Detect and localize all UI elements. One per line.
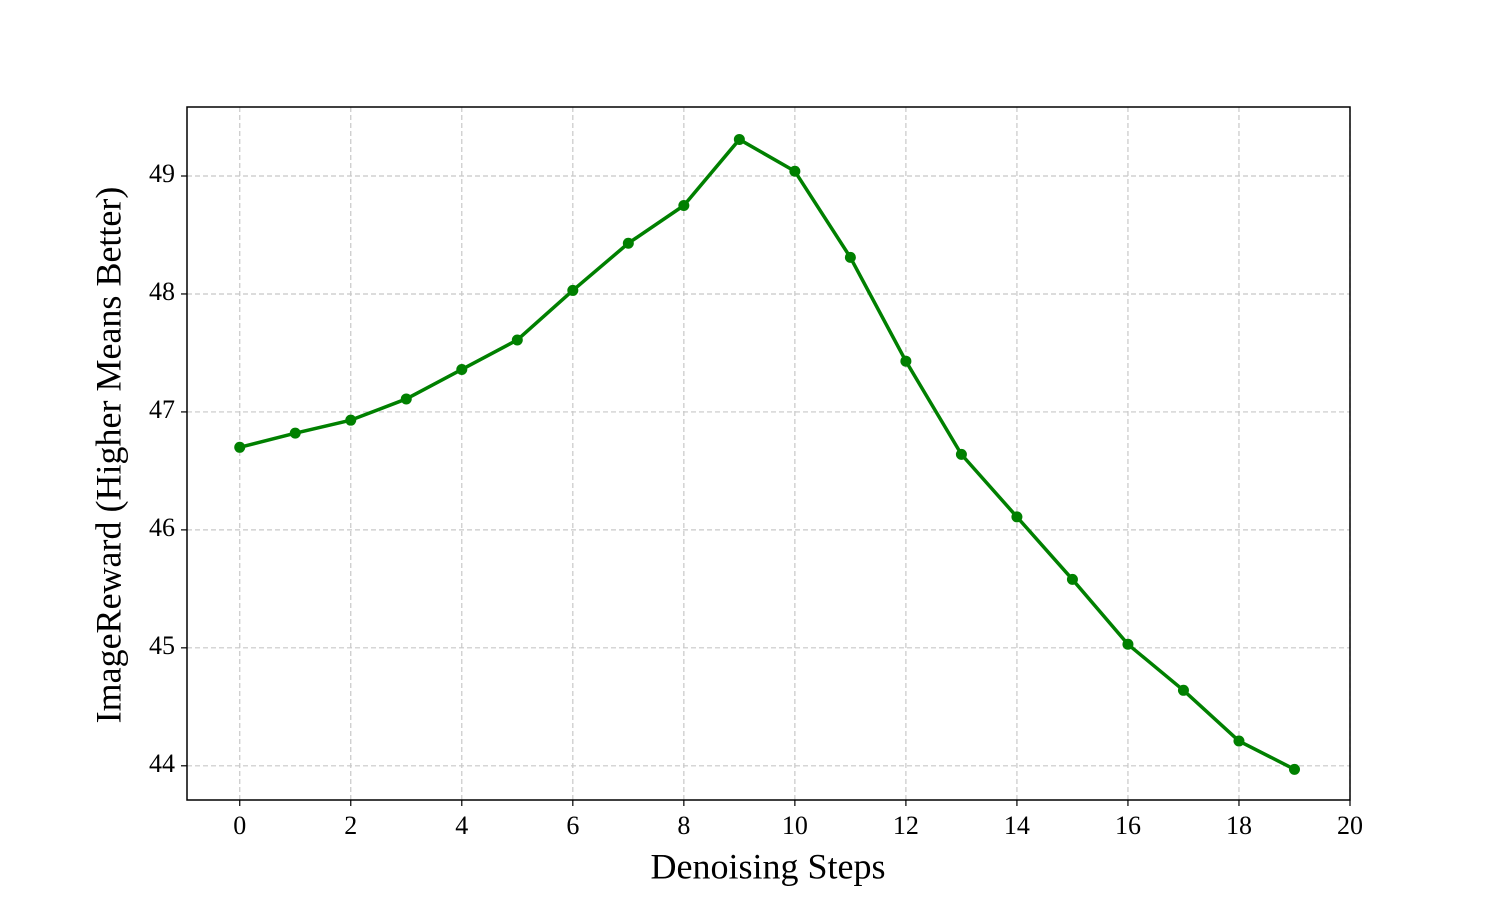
- x-tick-label: 16: [1115, 811, 1141, 840]
- point: [345, 414, 357, 426]
- y-tick-label: 49: [149, 159, 175, 188]
- plot-frame: [186, 106, 1351, 801]
- point: [1011, 511, 1023, 523]
- point: [511, 334, 523, 346]
- x-tick-label: 8: [677, 811, 690, 840]
- x-tick-label: 0: [233, 811, 246, 840]
- point: [1122, 638, 1134, 650]
- point: [789, 165, 801, 177]
- line: [239, 137, 1296, 771]
- point: [1177, 684, 1189, 696]
- x-tick-label: 6: [566, 811, 579, 840]
- y-tick-label: 46: [149, 513, 175, 542]
- point: [900, 355, 912, 367]
- point: [234, 441, 246, 453]
- point: [400, 393, 412, 405]
- x-axis-label: Denoising Steps: [650, 846, 885, 886]
- y-axis-label: ImageReward (Higher Means Better): [88, 187, 128, 724]
- point: [1288, 763, 1300, 775]
- point: [733, 133, 745, 145]
- x-tick-label: 20: [1337, 811, 1363, 840]
- x-tick-label: 12: [893, 811, 919, 840]
- x-tick-label: 14: [1004, 811, 1030, 840]
- point: [1233, 735, 1245, 747]
- y-tick-label: 47: [149, 395, 175, 424]
- x-tick-label: 4: [455, 811, 468, 840]
- x-tick-label: 10: [782, 811, 808, 840]
- y-tick-label: 44: [149, 749, 175, 778]
- x-tick-label: 2: [344, 811, 357, 840]
- point: [622, 237, 634, 249]
- x-tick-label: 18: [1226, 811, 1252, 840]
- point: [456, 363, 468, 375]
- point: [289, 427, 301, 439]
- point: [1066, 573, 1078, 585]
- point: [955, 448, 967, 460]
- point: [844, 251, 856, 263]
- y-tick-label: 48: [149, 277, 175, 306]
- point: [678, 199, 690, 211]
- y-tick-label: 45: [149, 631, 175, 660]
- point: [567, 284, 579, 296]
